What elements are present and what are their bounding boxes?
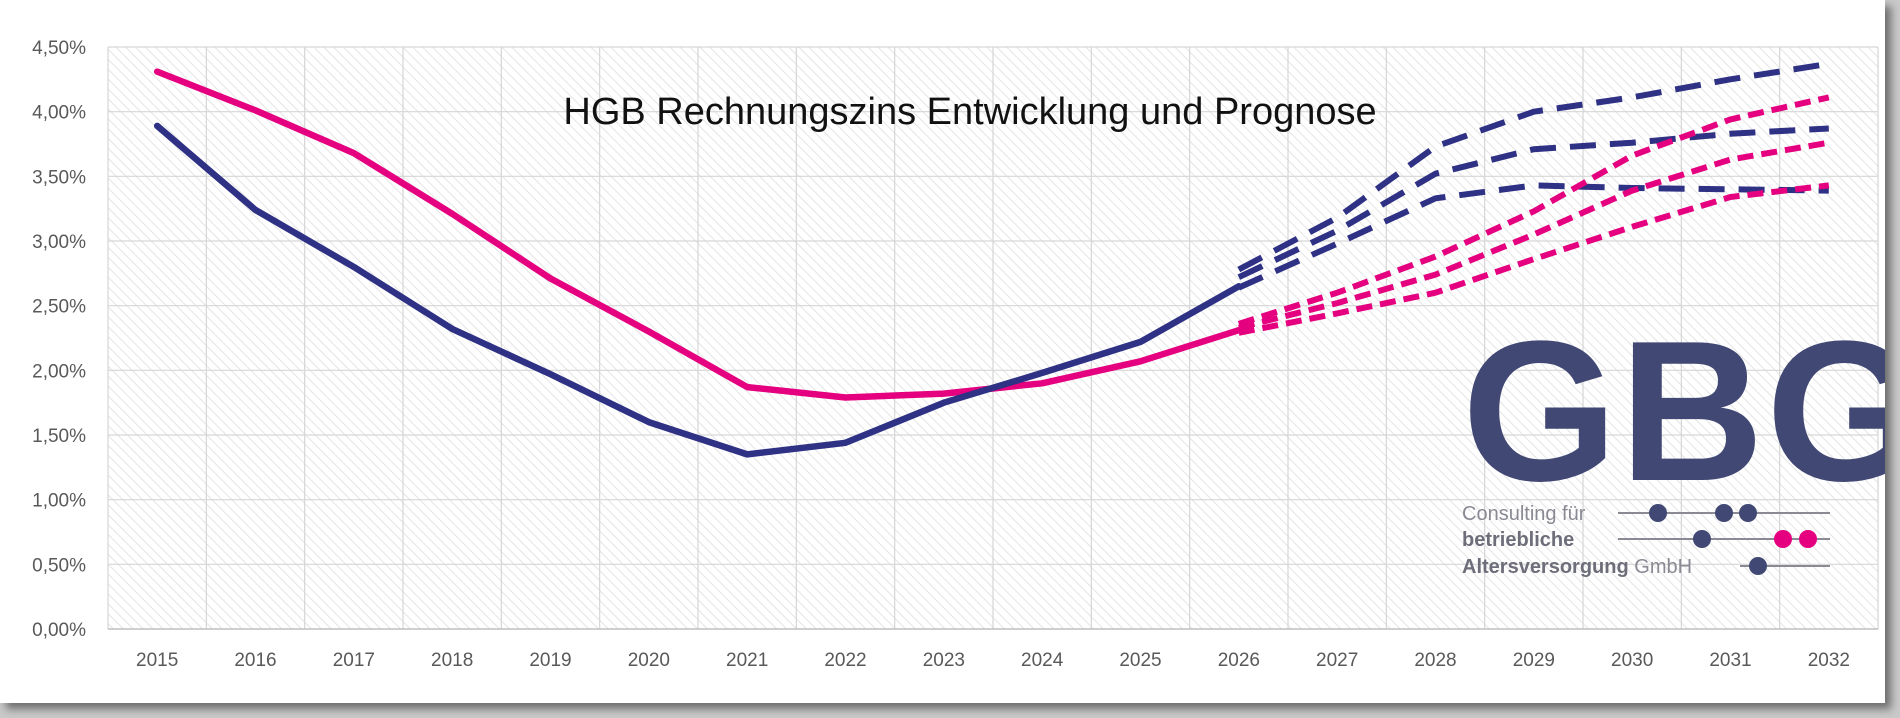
- logo-dot: [1649, 504, 1667, 522]
- series-prognose-7j-szenario-1: [1237, 60, 1830, 273]
- logo-dot: [1693, 530, 1711, 548]
- logo-line-3-bold: Altersversorgung: [1462, 556, 1629, 578]
- y-axis: 0,00% 0,50% 1,00% 1,50% 2,00% 2,50% 3,00% 3,50%…: [32, 38, 86, 641]
- x-tick-label: 2018: [431, 650, 473, 671]
- series-durchschnitt-7-jahre: [153, 122, 1243, 458]
- series-line: [153, 122, 1243, 458]
- series-durchschnitt-10-jahre: [153, 68, 1243, 401]
- x-tick-label: 2028: [1414, 650, 1456, 671]
- x-tick-label: 2027: [1316, 650, 1358, 671]
- line-chart: 0,00% 0,50% 1,00% 1,50% 2,00% 2,50% 3,00% 3,50%…: [32, 38, 1885, 671]
- horizontal-gridlines: [108, 46, 1878, 630]
- x-tick-label: 2022: [824, 650, 866, 671]
- x-tick-label: 2025: [1119, 650, 1161, 671]
- x-tick-label: 2023: [923, 650, 965, 671]
- y-tick-label: 4,50%: [32, 38, 86, 59]
- x-tick-label: 2032: [1808, 650, 1850, 671]
- logo-dot-pink: [1774, 530, 1792, 548]
- vertical-gridlines: [107, 47, 1879, 629]
- logo-dot: [1749, 557, 1767, 575]
- gbg-logo: GBG Consulting für betriebliche Altersve…: [1462, 300, 1885, 578]
- y-tick-label: 3,00%: [32, 232, 86, 253]
- logo-wordmark: GBG: [1462, 300, 1885, 523]
- logo-dot: [1715, 504, 1733, 522]
- logo-line-1: Consulting für: [1462, 503, 1586, 525]
- x-tick-label: 2019: [529, 650, 571, 671]
- x-tick-label: 2029: [1513, 650, 1555, 671]
- y-tick-label: 1,50%: [32, 426, 86, 447]
- y-tick-label: 3,50%: [32, 167, 86, 188]
- x-tick-label: 2021: [726, 650, 768, 671]
- series-prognose-7j-szenario-2: [1237, 125, 1829, 280]
- y-tick-label: 4,00%: [32, 103, 86, 124]
- logo-dot: [1739, 504, 1757, 522]
- x-tick-label: 2015: [136, 650, 178, 671]
- y-tick-label: 2,00%: [32, 361, 86, 382]
- x-tick-label: 2016: [234, 650, 276, 671]
- y-tick-label: 2,50%: [32, 297, 86, 318]
- chart-title: HGB Rechnungszins Entwicklung und Progno…: [563, 91, 1376, 133]
- logo-line-3-rest: GmbH: [1629, 556, 1692, 578]
- chart-frame: 0,00% 0,50% 1,00% 1,50% 2,00% 2,50% 3,00% 3,50%…: [0, 0, 1885, 703]
- x-tick-label: 2026: [1218, 650, 1260, 671]
- x-tick-label: 2031: [1709, 650, 1751, 671]
- logo-dot-pink: [1799, 530, 1817, 548]
- y-tick-label: 0,00%: [32, 620, 86, 641]
- x-tick-label: 2017: [333, 650, 375, 671]
- logo-line-2: betriebliche: [1462, 529, 1574, 551]
- x-axis: 2015 2016 2017 2018 2019 2020 2021 2022 2023 2024…: [136, 650, 1850, 671]
- series-prognose-10j-szenario-2: [1238, 139, 1830, 331]
- series-line: [153, 68, 1243, 401]
- series-prognose-10j-szenario-1: [1237, 94, 1830, 327]
- x-tick-label: 2020: [628, 650, 670, 671]
- logo-line-3: Altersversorgung GmbH: [1462, 556, 1692, 578]
- series-layer: [153, 60, 1830, 458]
- x-tick-label: 2024: [1021, 650, 1064, 671]
- y-tick-label: 1,00%: [32, 491, 86, 512]
- x-tick-label: 2030: [1611, 650, 1653, 671]
- y-tick-label: 0,50%: [32, 555, 86, 576]
